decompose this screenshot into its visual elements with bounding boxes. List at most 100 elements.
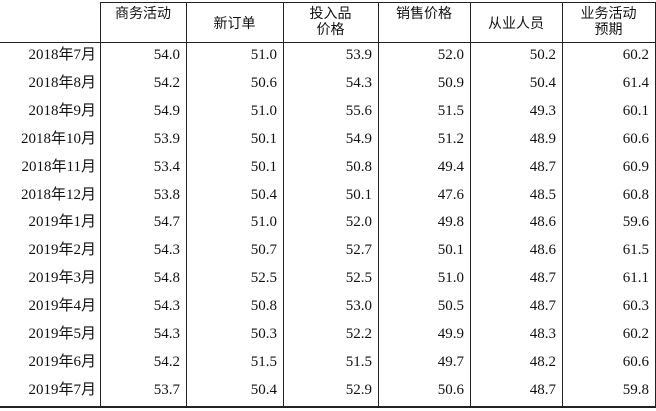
cell-value: 52.0 bbox=[437, 47, 464, 63]
column-header: 商务活动 bbox=[115, 6, 171, 22]
cell-value: 61.4 bbox=[622, 74, 649, 91]
cell-value: 52.9 bbox=[345, 381, 372, 398]
cell-value: 60.3 bbox=[622, 298, 649, 315]
cell-value: 54.3 bbox=[153, 298, 180, 315]
row-label: 2019年7月 bbox=[28, 381, 96, 398]
cell-value: 60.6 bbox=[622, 353, 649, 370]
cell-value: 54.3 bbox=[153, 242, 180, 259]
row-label: 2018年12月 bbox=[20, 186, 96, 203]
cell-value: 50.4 bbox=[529, 74, 556, 91]
row-label: 2018年9月 bbox=[28, 102, 96, 119]
row-label: 2018年10月 bbox=[20, 130, 96, 147]
row-label: 2019年6月 bbox=[28, 353, 96, 370]
cell-value: 50.5 bbox=[437, 298, 464, 315]
cell-value: 51.5 bbox=[437, 102, 464, 119]
cell-value: 48.7 bbox=[529, 158, 556, 175]
column-divider bbox=[283, 2, 284, 406]
row-label: 2019年2月 bbox=[28, 242, 96, 259]
column-header: 销售价格 bbox=[396, 6, 452, 22]
column-header: 投入品 bbox=[309, 6, 352, 22]
cell-value: 61.5 bbox=[622, 242, 649, 259]
row-label: 2019年3月 bbox=[28, 270, 96, 287]
cell-value: 51.0 bbox=[250, 102, 277, 119]
cell-value: 60.6 bbox=[622, 130, 649, 147]
cell-value: 53.9 bbox=[153, 130, 180, 147]
cell-value: 61.1 bbox=[622, 270, 649, 287]
cell-value: 50.1 bbox=[437, 242, 464, 259]
cell-value: 48.9 bbox=[529, 130, 556, 147]
cell-value: 49.8 bbox=[437, 214, 464, 231]
cell-value: 48.3 bbox=[529, 326, 556, 342]
row-label: 2019年5月 bbox=[28, 326, 96, 342]
row-label: 2019年1月 bbox=[28, 214, 96, 231]
cell-value: 49.7 bbox=[437, 353, 464, 370]
cell-value: 51.2 bbox=[437, 130, 464, 147]
column-header: 业务活动 bbox=[580, 6, 637, 22]
cell-value: 52.2 bbox=[345, 326, 372, 342]
cell-value: 49.9 bbox=[437, 326, 464, 342]
cell-value: 53.4 bbox=[153, 158, 180, 175]
column-divider bbox=[470, 2, 471, 406]
cell-value: 50.4 bbox=[250, 381, 277, 398]
header-top-border bbox=[100, 2, 655, 3]
cell-value: 54.9 bbox=[153, 102, 180, 119]
cell-value: 52.5 bbox=[250, 270, 277, 287]
cell-value: 54.8 bbox=[153, 270, 180, 287]
cell-value: 54.9 bbox=[345, 130, 372, 147]
cell-value: 52.0 bbox=[345, 214, 372, 231]
cell-value: 60.8 bbox=[622, 186, 649, 203]
cell-value: 49.3 bbox=[529, 102, 556, 119]
column-header: 价格 bbox=[316, 22, 345, 38]
cell-value: 50.2 bbox=[529, 47, 556, 63]
row-label: 2019年4月 bbox=[28, 298, 96, 315]
cell-value: 50.7 bbox=[250, 242, 277, 259]
cell-value: 51.0 bbox=[250, 214, 277, 231]
cell-value: 49.4 bbox=[437, 158, 464, 175]
cell-value: 54.0 bbox=[153, 47, 180, 63]
cell-value: 51.5 bbox=[250, 353, 277, 370]
cell-value: 48.6 bbox=[529, 242, 556, 259]
cell-value: 54.2 bbox=[153, 353, 180, 370]
cell-value: 51.0 bbox=[437, 270, 464, 287]
cell-value: 52.7 bbox=[345, 242, 372, 259]
cell-value: 51.5 bbox=[345, 353, 372, 370]
cell-value: 50.6 bbox=[250, 74, 277, 91]
cell-value: 53.0 bbox=[345, 298, 372, 315]
cell-value: 51.0 bbox=[250, 47, 277, 63]
cell-value: 48.7 bbox=[529, 298, 556, 315]
cell-value: 54.2 bbox=[153, 74, 180, 91]
cell-value: 50.4 bbox=[250, 186, 277, 203]
cell-value: 50.3 bbox=[250, 326, 277, 342]
cell-value: 48.7 bbox=[529, 381, 556, 398]
cell-value: 50.6 bbox=[437, 381, 464, 398]
table-bottom-border bbox=[0, 406, 656, 408]
cell-value: 53.9 bbox=[345, 47, 372, 63]
cell-value: 50.8 bbox=[345, 158, 372, 175]
cell-value: 59.8 bbox=[622, 381, 649, 398]
row-label: 2018年8月 bbox=[28, 74, 96, 91]
cell-value: 50.1 bbox=[345, 186, 372, 203]
cell-value: 50.1 bbox=[250, 158, 277, 175]
column-header: 新订单 bbox=[213, 16, 256, 32]
cell-value: 50.9 bbox=[437, 74, 464, 91]
column-divider bbox=[100, 2, 101, 406]
cell-value: 53.8 bbox=[153, 186, 180, 203]
cell-value: 60.2 bbox=[622, 326, 649, 342]
cell-value: 54.7 bbox=[153, 214, 180, 231]
cell-value: 54.3 bbox=[345, 74, 372, 91]
cell-value: 50.1 bbox=[250, 130, 277, 147]
row-label: 2018年11月 bbox=[21, 158, 96, 175]
cell-value: 48.2 bbox=[529, 353, 556, 370]
column-divider bbox=[378, 2, 379, 406]
column-divider bbox=[562, 2, 563, 406]
cell-value: 48.7 bbox=[529, 270, 556, 287]
cell-value: 52.5 bbox=[345, 270, 372, 287]
cell-value: 48.5 bbox=[529, 186, 556, 203]
cell-value: 53.7 bbox=[153, 381, 180, 398]
cell-value: 48.6 bbox=[529, 214, 556, 231]
cell-value: 54.3 bbox=[153, 326, 180, 342]
cell-value: 59.6 bbox=[622, 214, 649, 231]
column-divider bbox=[186, 2, 187, 406]
column-header: 从业人员 bbox=[488, 16, 544, 32]
cell-value: 60.2 bbox=[622, 47, 649, 63]
